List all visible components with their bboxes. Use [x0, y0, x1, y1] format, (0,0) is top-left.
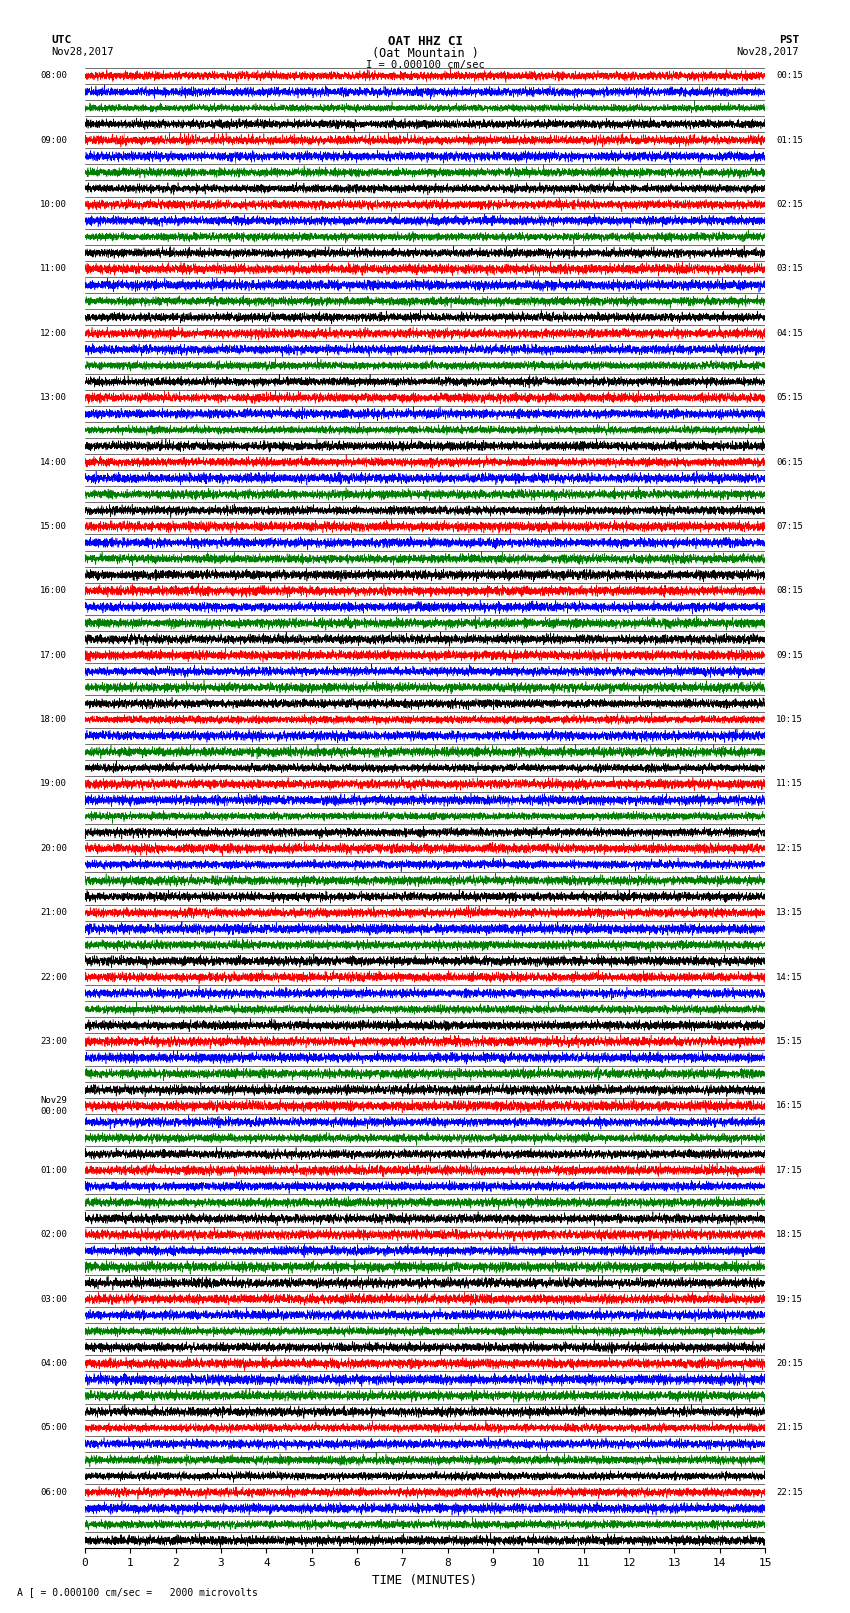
Text: Nov28,2017: Nov28,2017	[51, 47, 114, 56]
Text: 13:15: 13:15	[776, 908, 803, 918]
Text: Nov28,2017: Nov28,2017	[736, 47, 799, 56]
Text: 11:15: 11:15	[776, 779, 803, 789]
Text: 11:00: 11:00	[40, 265, 67, 274]
Text: 10:15: 10:15	[776, 715, 803, 724]
Text: Nov29
00:00: Nov29 00:00	[40, 1097, 67, 1116]
Text: 19:15: 19:15	[776, 1295, 803, 1303]
Text: I = 0.000100 cm/sec: I = 0.000100 cm/sec	[366, 60, 484, 69]
Text: 12:00: 12:00	[40, 329, 67, 337]
Text: 23:00: 23:00	[40, 1037, 67, 1045]
Text: 08:00: 08:00	[40, 71, 67, 81]
Text: 15:00: 15:00	[40, 523, 67, 531]
Text: 03:00: 03:00	[40, 1295, 67, 1303]
Text: 20:15: 20:15	[776, 1358, 803, 1368]
Text: 22:15: 22:15	[776, 1487, 803, 1497]
Text: UTC: UTC	[51, 35, 71, 45]
Text: 17:15: 17:15	[776, 1166, 803, 1174]
Text: 04:15: 04:15	[776, 329, 803, 337]
Text: 22:00: 22:00	[40, 973, 67, 982]
Text: 15:15: 15:15	[776, 1037, 803, 1045]
Text: 18:00: 18:00	[40, 715, 67, 724]
Text: 00:15: 00:15	[776, 71, 803, 81]
Text: 03:15: 03:15	[776, 265, 803, 274]
Text: 19:00: 19:00	[40, 779, 67, 789]
Text: 04:00: 04:00	[40, 1358, 67, 1368]
Text: 08:15: 08:15	[776, 587, 803, 595]
Text: 01:15: 01:15	[776, 135, 803, 145]
Text: 01:00: 01:00	[40, 1166, 67, 1174]
Text: OAT HHZ CI: OAT HHZ CI	[388, 35, 462, 48]
Text: 05:00: 05:00	[40, 1423, 67, 1432]
Text: 10:00: 10:00	[40, 200, 67, 210]
Text: 14:00: 14:00	[40, 458, 67, 466]
Text: 12:15: 12:15	[776, 844, 803, 853]
Text: 06:15: 06:15	[776, 458, 803, 466]
Text: 18:15: 18:15	[776, 1231, 803, 1239]
Text: PST: PST	[779, 35, 799, 45]
Text: 02:15: 02:15	[776, 200, 803, 210]
Text: 13:00: 13:00	[40, 394, 67, 402]
Text: 17:00: 17:00	[40, 650, 67, 660]
X-axis label: TIME (MINUTES): TIME (MINUTES)	[372, 1574, 478, 1587]
Text: 14:15: 14:15	[776, 973, 803, 982]
Text: 21:15: 21:15	[776, 1423, 803, 1432]
Text: 07:15: 07:15	[776, 523, 803, 531]
Text: 02:00: 02:00	[40, 1231, 67, 1239]
Text: A [ = 0.000100 cm/sec =   2000 microvolts: A [ = 0.000100 cm/sec = 2000 microvolts	[17, 1587, 258, 1597]
Text: 09:00: 09:00	[40, 135, 67, 145]
Text: 16:15: 16:15	[776, 1102, 803, 1110]
Text: 05:15: 05:15	[776, 394, 803, 402]
Text: 16:00: 16:00	[40, 587, 67, 595]
Text: 06:00: 06:00	[40, 1487, 67, 1497]
Text: 20:00: 20:00	[40, 844, 67, 853]
Text: 21:00: 21:00	[40, 908, 67, 918]
Text: (Oat Mountain ): (Oat Mountain )	[371, 47, 479, 60]
Text: 09:15: 09:15	[776, 650, 803, 660]
